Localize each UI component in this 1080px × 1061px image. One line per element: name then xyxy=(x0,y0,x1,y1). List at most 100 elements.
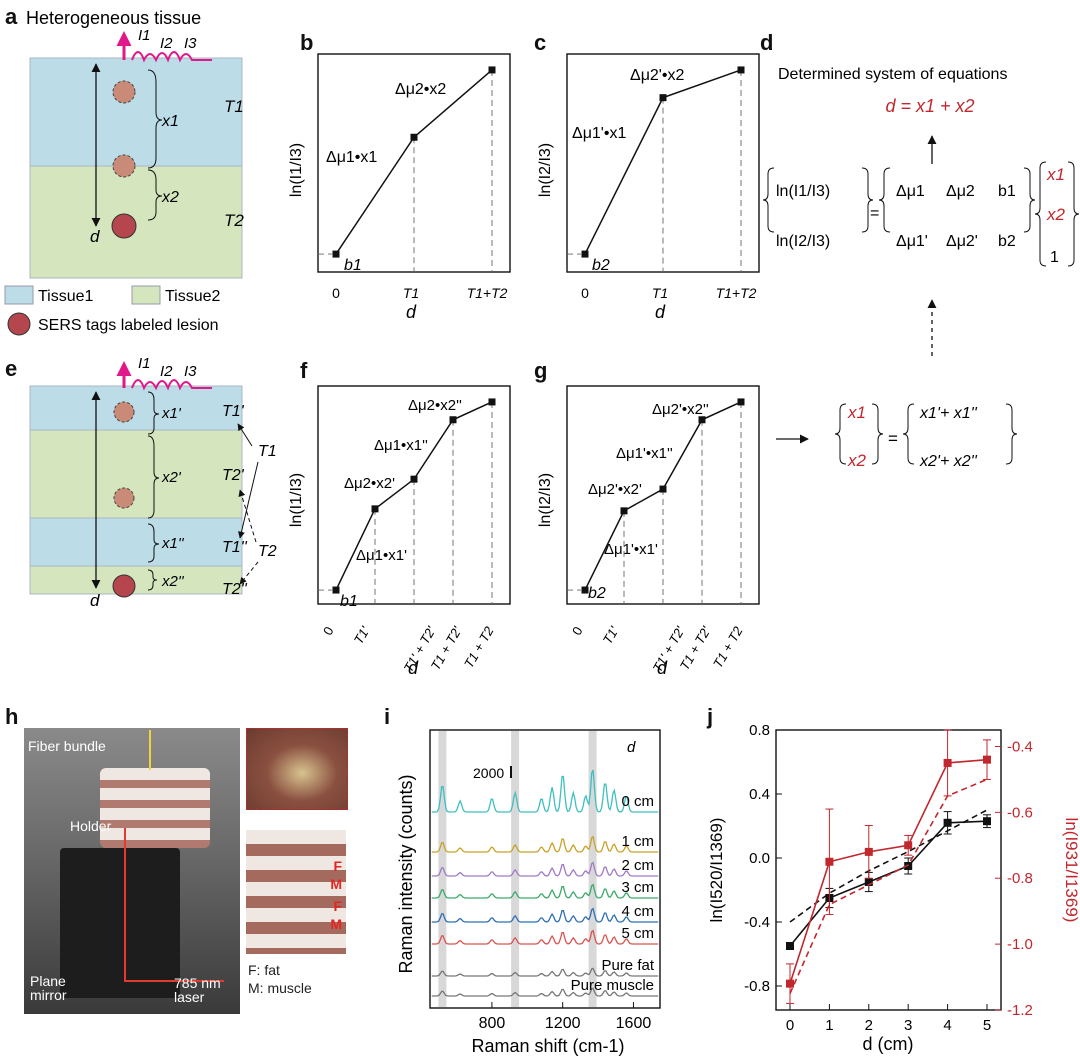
plot-f-xlabel: d xyxy=(408,658,419,678)
group-t2-arrow-1-icon xyxy=(238,489,257,543)
panel-label-d: d xyxy=(760,30,773,55)
plot-b: ln(I1/I3) d 0 T1 T1+T2 b1 Δμ1•x1 Δμ2•x2 xyxy=(288,53,511,322)
data-point xyxy=(864,847,873,856)
plot-j-ytick-right: -0.6 xyxy=(1007,804,1033,821)
plot-i-xlabel: Raman shift (cm-1) xyxy=(471,1036,624,1056)
plot-f-point xyxy=(449,416,457,424)
plot-b-intercept: b1 xyxy=(344,257,362,274)
data-point xyxy=(825,857,834,866)
plot-g-xtick-1: T1' xyxy=(600,624,622,647)
holder-label: Holder xyxy=(70,818,112,834)
matrix-1-0: Δμ1' xyxy=(896,233,928,250)
fiber-bundle-label: Fiber bundle xyxy=(28,738,106,754)
legend-tissue1: Tissue1 xyxy=(38,288,94,305)
legend-muscle: M: muscle xyxy=(248,980,312,996)
plot-f-xtick-0: 0 xyxy=(320,624,337,638)
plot-j-ytick-right: -1.2 xyxy=(1007,1002,1033,1019)
label-t2p: T2' xyxy=(222,467,245,484)
plot-c: ln(I2/I3) d 0 T1 T1+T2 b2 Δμ1'•x1 Δμ2'•x… xyxy=(537,53,760,322)
layer-tag-3: M xyxy=(330,916,342,932)
zoom-photo-stack: F M F M xyxy=(246,830,346,954)
plot-f-xtick-1: T1' xyxy=(351,624,373,647)
tissue2-layer xyxy=(29,165,243,279)
fit-line xyxy=(789,809,988,923)
highlight-band xyxy=(588,731,597,1007)
spectrum-label: 0 cm xyxy=(621,793,654,810)
brace-x1pp xyxy=(147,523,160,563)
laser-beam-horizontal xyxy=(124,980,224,982)
t1-label-a: T1 xyxy=(224,97,244,116)
panel-label-c: c xyxy=(534,30,546,55)
spectrum-label: 4 cm xyxy=(621,903,654,920)
data-point xyxy=(786,942,794,950)
plot-f-xtick-4: T1 + T2 xyxy=(461,623,497,670)
group-label-t1: T1 xyxy=(258,443,277,460)
plot-f: ln(I1/I3) d 0 T1' T1' + T2' T1 + T2' T1 … xyxy=(288,385,511,678)
sers-tag-ghost-e2 xyxy=(113,487,135,509)
plot-j-ytick-right: -1.0 xyxy=(1007,936,1033,953)
spectrum-peaks-e-icon xyxy=(131,379,212,391)
brace-x1p xyxy=(147,391,160,435)
intensity-label-1: I1 xyxy=(138,27,151,44)
plot-j-xtick: 3 xyxy=(904,1017,912,1034)
plot-f-point xyxy=(410,475,418,483)
plot-j-marks xyxy=(786,729,991,1004)
plot-g: ln(I2/I3) d 0 T1' T1' + T2' T1 + T2' T1 … xyxy=(537,385,760,678)
plot-b-xtick-2: T1+T2 xyxy=(467,285,508,301)
plot-i-ylabel: Raman intensity (counts) xyxy=(396,774,416,973)
plot-i-frame xyxy=(429,729,661,1009)
spectrum-line xyxy=(431,987,659,997)
plane-mirror-label: Plane mirror xyxy=(30,973,67,1003)
result-lhs-0: x1 xyxy=(847,403,866,422)
plot-c-xlabel: d xyxy=(655,302,666,322)
plot-j-xtick: 2 xyxy=(865,1017,873,1034)
plot-c-seg1: Δμ1'•x1 xyxy=(572,125,626,142)
plot-f-seg3: Δμ1•x1'' xyxy=(374,437,428,454)
layer-label-x1pp: x1'' xyxy=(161,535,185,552)
plot-j-ytick: -0.4 xyxy=(744,914,770,931)
plot-b-point xyxy=(410,133,418,141)
spectrum-line xyxy=(431,883,659,899)
plot-i-scale-label: 2000 xyxy=(473,765,504,781)
matrix-1-2: b2 xyxy=(998,233,1016,250)
plot-g-seg4: Δμ2'•x2'' xyxy=(652,401,709,418)
panel-a-title: Heterogeneous tissue xyxy=(26,8,201,28)
sers-tag-lesion xyxy=(111,213,137,239)
series-line xyxy=(789,758,988,984)
x1-label-a: x1 xyxy=(161,113,179,130)
data-point xyxy=(904,862,913,870)
legend-sers-icon xyxy=(7,312,31,336)
legend-swatch-tissue2 xyxy=(131,285,161,305)
layer-label-x2p: x2' xyxy=(161,469,182,486)
plot-f-seg2: Δμ2•x2' xyxy=(344,475,395,492)
plot-j-ytick-right: -0.8 xyxy=(1007,870,1033,887)
plot-c-xtick-0: 0 xyxy=(581,285,589,301)
panel-label-a: a xyxy=(5,4,18,29)
plot-g-seg1: Δμ1'•x1' xyxy=(604,541,658,558)
label-t1p: T1' xyxy=(222,403,245,420)
plot-i-legend-title: d xyxy=(627,739,636,756)
plot-b-seg2: Δμ2•x2 xyxy=(395,81,446,98)
group-label-t2: T2 xyxy=(258,543,277,560)
spectrum-label: 3 cm xyxy=(621,879,654,896)
layer-tag-0: F xyxy=(333,858,342,874)
plot-g-seg3: Δμ1'•x1'' xyxy=(616,445,673,462)
plot-c-ylabel: ln(I2/I3) xyxy=(537,143,554,197)
vector-2: 1 xyxy=(1050,249,1059,266)
panel-label-i: i xyxy=(384,704,390,729)
data-point xyxy=(983,817,991,826)
legend-swatch-tissue1 xyxy=(4,285,34,305)
vector-0: x1 xyxy=(1046,165,1065,184)
tissue2-layer-e1 xyxy=(29,429,243,519)
plot-b-xtick-1: T1 xyxy=(403,285,419,301)
plot-b-xtick-0: 0 xyxy=(332,285,340,301)
plot-j-xtick: 1 xyxy=(825,1017,833,1034)
tissue1-layer xyxy=(29,57,243,167)
sers-tag-lesion-e xyxy=(112,574,136,598)
plot-j-xtick: 4 xyxy=(943,1017,951,1034)
group-t1-arrow-2-icon xyxy=(238,461,259,539)
plot-j-ytick-right: -0.4 xyxy=(1007,738,1033,755)
plot-b-ylabel: ln(I1/I3) xyxy=(288,143,305,197)
panel-d-lhs-0: ln(I1/I3) xyxy=(776,183,830,200)
panel-label-g: g xyxy=(534,358,547,383)
